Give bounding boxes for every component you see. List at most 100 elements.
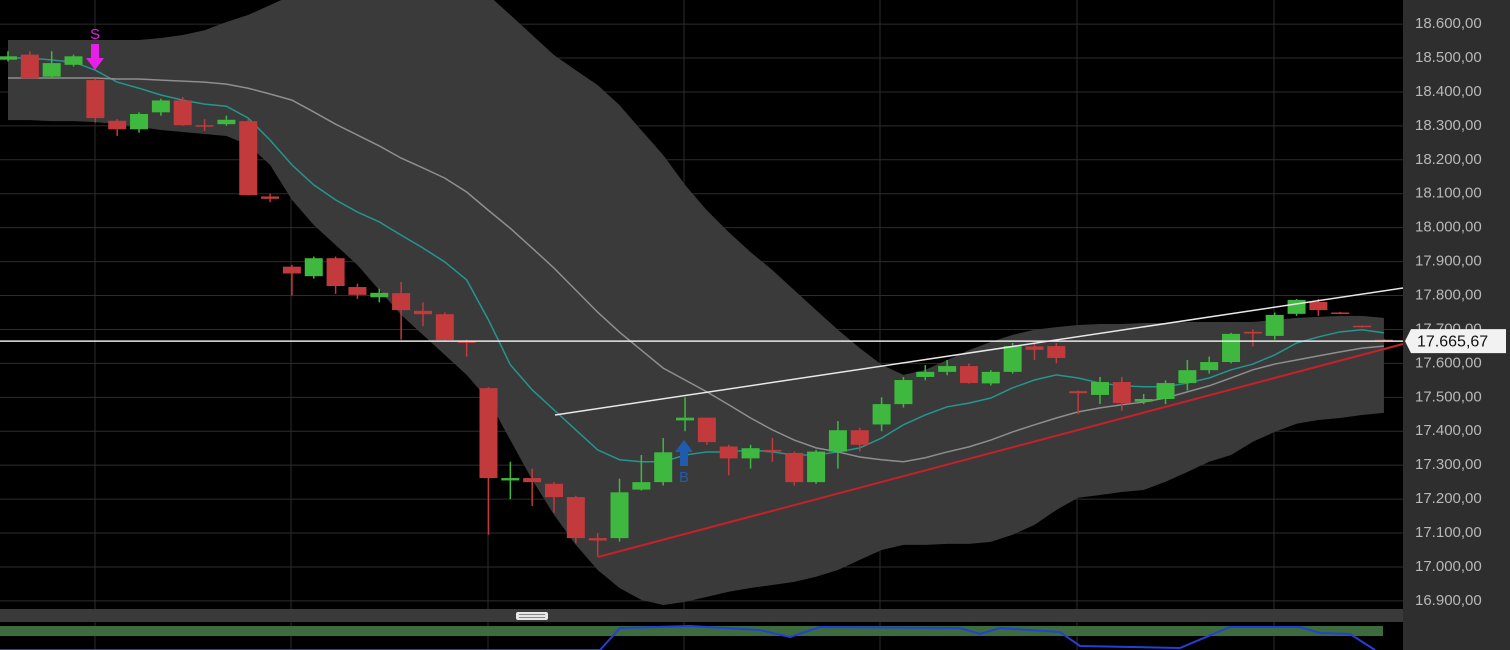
candle-body [1353,325,1372,328]
y-tick-label: 17.600,00 [1415,354,1482,371]
candle-body [1178,370,1197,384]
candle-body [413,310,432,315]
trend-line [597,343,1404,558]
y-tick-label: 17.100,00 [1415,524,1482,541]
candle-body [1025,346,1044,350]
candle-body [959,366,978,384]
candle-body [1200,362,1219,371]
candle-body [435,314,454,340]
trend-line [554,287,1404,416]
candle-body [282,266,301,274]
candle-body [304,258,323,277]
y-tick-label: 16.900,00 [1415,592,1482,609]
candle-body [239,121,258,196]
candle-body [1091,382,1109,395]
plot-area [0,0,1403,605]
y-tick-label: 18.100,00 [1415,185,1482,202]
price-axis-panel [1403,0,1510,650]
navigator [0,609,1403,650]
y-tick-label: 18.400,00 [1415,83,1482,100]
candle-body [1309,301,1328,311]
candle-body [566,497,585,539]
candle-body [523,478,542,483]
annotations: S B [86,26,1404,558]
moving-average [8,77,1384,463]
signal-label: S [90,26,100,43]
candle-body [894,380,913,405]
y-tick-label: 17.800,00 [1415,286,1482,303]
candle-body [195,125,214,127]
candle-body [501,478,520,481]
candle-body [20,54,39,79]
candle-body [64,56,83,65]
candle-body [1003,346,1022,372]
signal-arrow [86,44,104,70]
moving-average [8,57,1385,463]
y-tick-label: 17.000,00 [1415,558,1482,575]
candle-body [981,371,1000,384]
candle-body [86,80,105,119]
candle-body [1112,382,1131,404]
candle-body [173,100,192,126]
candle-body [632,482,651,490]
candle-body [1287,299,1306,314]
volume-strip [0,626,1383,636]
candle-body [217,119,236,125]
signal-arrow [675,440,693,466]
candle-body [807,451,826,483]
y-tick-label: 18.600,00 [1415,15,1482,32]
candle-body [392,293,411,311]
candle-body [1331,312,1350,314]
candle-body [1156,383,1175,400]
candle-body [0,56,17,60]
y-tick-label: 17.300,00 [1415,456,1482,473]
candle-body [1243,331,1262,334]
candle-body [457,341,476,344]
candle-body [151,100,170,113]
candle-body [697,417,716,443]
candle-body [130,114,149,130]
candle-body [850,430,869,445]
candle-body [763,449,782,452]
candle-body [1134,399,1153,402]
candle-body [938,366,957,372]
scroll-handle[interactable] [516,612,548,620]
candle-body [1047,346,1066,358]
candle-body [261,196,280,199]
last-price-label: 17.665,67 [1417,333,1488,350]
y-tick-label: 17.900,00 [1415,253,1482,270]
price-axis: 16.900,00 17.000,00 17.100,00 17.200,00 17.3… [1405,15,1506,609]
candle-body [1069,391,1088,394]
candle-body [916,371,935,377]
oscillator-line [0,624,1376,650]
y-tick-label: 18.300,00 [1415,117,1482,134]
candle-body [676,417,695,421]
candle-body [1222,333,1241,363]
candle-body [42,63,61,77]
candle-body [326,258,345,287]
candle-body [545,483,563,498]
candle-body [654,452,673,483]
candle-body [610,492,629,539]
candle-body [719,446,738,459]
scrollbar[interactable] [0,609,1403,622]
candle-body [370,292,389,298]
y-tick-label: 17.500,00 [1415,388,1482,405]
candle-body [479,388,498,479]
y-tick-label: 18.200,00 [1415,151,1482,168]
y-tick-label: 17.400,00 [1415,422,1482,439]
candle-body [588,538,607,541]
last-price-tag [1405,329,1506,354]
signal-label: B [679,469,689,486]
candle-body [785,452,804,483]
bollinger-band [8,0,1384,605]
candle-body [741,448,760,459]
candle-body [108,120,127,130]
y-tick-label: 18.000,00 [1415,219,1482,236]
candle-body [828,430,847,452]
y-tick-label: 18.500,00 [1415,49,1482,66]
candle-body [1265,314,1284,336]
y-tick-label: 17.200,00 [1415,490,1482,507]
candle-body [872,404,891,425]
